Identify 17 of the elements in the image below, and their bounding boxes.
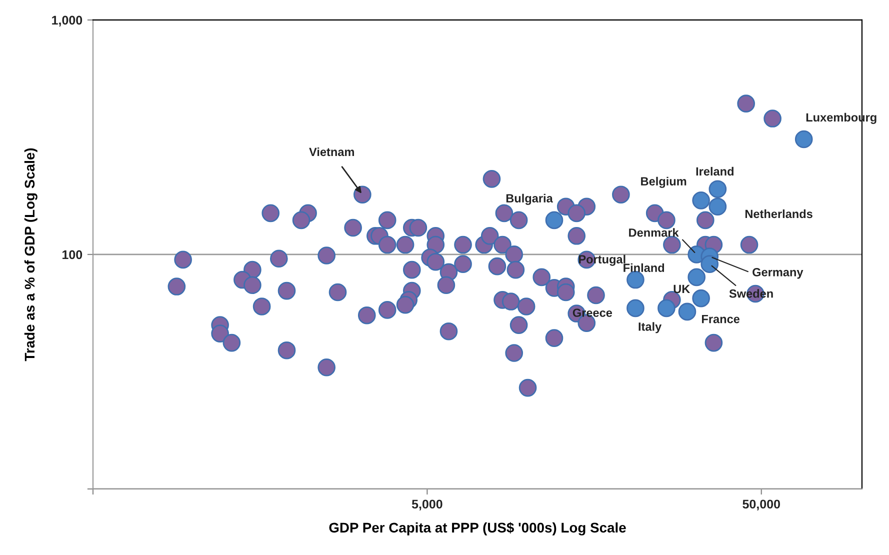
x-tick-label: 5,000 [412,500,442,510]
annotation: France [702,314,740,324]
annotation: Italy [638,322,662,334]
annotation: Netherlands [745,209,812,218]
y-tick-label: 1,000 [52,16,82,26]
annotation: Ireland [696,166,734,176]
annotation: Belgium [641,176,686,188]
annotation: Denmark [629,228,679,237]
annotation: Vietnam [309,147,354,156]
y-axis-title: Trade as a % of GDP (Log Scale) [24,148,38,362]
x-tick-label: 50,000 [742,500,780,510]
x-axis-title: GDP Per Capita at PPP (US$ '000s) Log Scale [329,522,626,536]
annotation: Bulgaria [506,194,553,205]
annotation: Germany [752,268,804,279]
annotation: UK [674,284,690,294]
annotation: Finland [624,263,664,272]
y-tick-label: 100 [62,250,82,260]
